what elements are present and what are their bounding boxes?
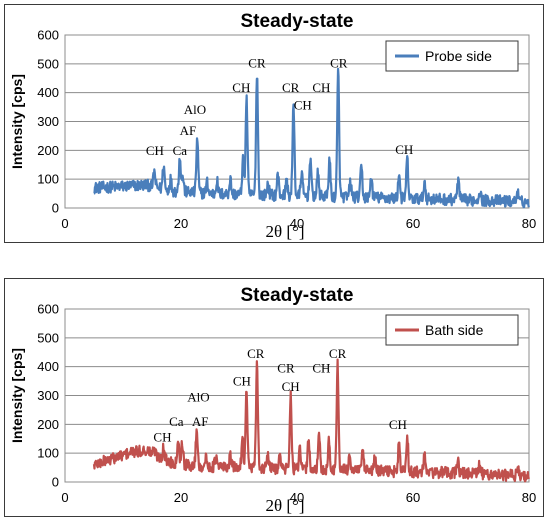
chart-svg-probe-side: Steady-state 0 100 200 300 400 500 600 0 20 40 60 80… [9,11,536,241]
peak-annotation: Ca [173,143,188,158]
y-tick-label: 400 [37,359,59,374]
peak-annotation: CR [277,360,295,375]
peak-annotation: AlO [187,389,209,404]
peak-annotation: CH [389,417,407,432]
peak-annotation: AF [192,414,209,429]
x-axis-label: 2θ [°] [265,496,304,515]
x-tick-label: 80 [522,490,536,505]
peak-annotation: Ca [169,414,184,429]
peak-annotation: CR [247,346,265,361]
plot-area [64,34,530,209]
peak-annotation: CH [282,379,300,394]
y-tick-label: 500 [37,56,59,71]
legend: Probe side [385,40,519,72]
x-tick-label: 20 [174,216,188,231]
peak-annotation: AlO [184,102,206,117]
y-tick-label: 500 [37,330,59,345]
legend: Bath side [385,314,519,346]
peak-annotation: CR [329,346,347,361]
x-tick-label: 80 [522,216,536,231]
x-axis-label: 2θ [°] [265,222,304,241]
y-tick-label: 200 [37,143,59,158]
peak-annotation: CH [312,80,330,95]
x-tick-label: 0 [61,490,68,505]
peak-annotation: CH [233,373,251,388]
peak-annotation: CH [395,142,413,157]
chart-title: Steady-state [241,11,354,32]
x-tick-label: 40 [290,216,304,231]
plot-area [64,308,530,483]
peak-annotation: CR [282,80,300,95]
x-tick-label: 0 [61,216,68,231]
chart-panel-probe-side: Steady-state 0 100 200 300 400 500 600 0 20 40 60 80… [4,4,544,243]
peak-annotation: CH [232,80,250,95]
peak-annotation: CH [153,430,171,445]
x-tick-label: 60 [406,216,420,231]
y-tick-label: 600 [37,28,59,43]
series-line [92,358,530,483]
peak-annotation: CR [248,56,266,71]
peak-annotation: CR [330,56,348,71]
chart-panel-bath-side: Steady-state 0 100 200 300 400 500 600 0 20 40 60 80… [4,278,544,517]
y-tick-label: 600 [37,302,59,317]
y-tick-label: 100 [37,446,59,461]
x-tick-label: 40 [290,490,304,505]
y-axis-label: Intensity [cps] [9,74,25,169]
peak-annotation: AF [180,123,197,138]
series-line [93,67,530,209]
legend-label: Probe side [425,48,492,64]
peak-annotation: CH [146,143,164,158]
peak-annotation: CH [294,97,312,112]
legend-label: Bath side [425,322,484,338]
y-tick-label: 0 [52,201,59,216]
x-tick-label: 20 [174,490,188,505]
peak-annotation: CH [312,360,330,375]
y-tick-label: 300 [37,388,59,403]
y-tick-label: 400 [37,85,59,100]
chart-title: Steady-state [241,285,354,306]
y-axis-label: Intensity [cps] [9,348,25,443]
y-tick-label: 100 [37,172,59,187]
y-tick-label: 0 [52,475,59,490]
y-tick-label: 200 [37,417,59,432]
chart-svg-bath-side: Steady-state 0 100 200 300 400 500 600 0 20 40 60 80… [9,285,536,515]
x-tick-label: 60 [406,490,420,505]
y-tick-label: 300 [37,114,59,129]
